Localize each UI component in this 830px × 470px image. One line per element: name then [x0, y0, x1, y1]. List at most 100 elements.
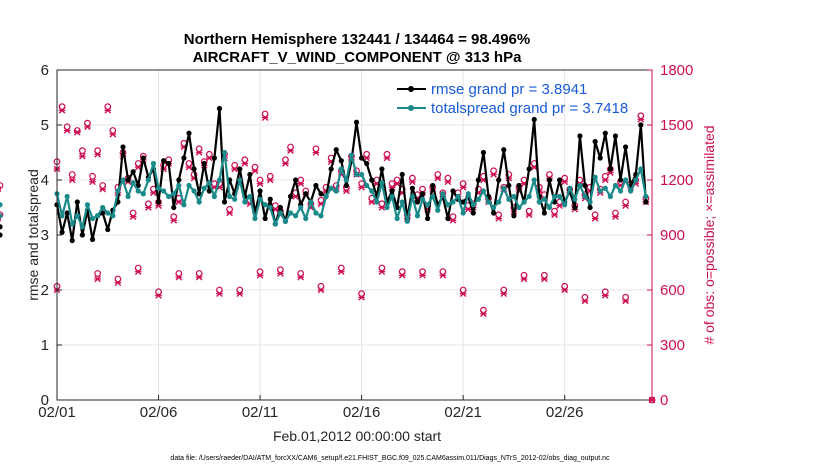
legend-rmse-marker	[408, 86, 414, 92]
x-tick-label: 02/06	[140, 404, 178, 421]
obs-assimilated-marker	[591, 215, 599, 222]
rmse-point	[293, 177, 299, 183]
totalspread-point	[145, 177, 151, 183]
obs-assimilated-marker	[150, 189, 157, 197]
totalspread-point	[526, 193, 532, 200]
rmse-point	[59, 229, 65, 235]
totalspread-point	[643, 193, 649, 200]
totalspread-point	[557, 193, 563, 200]
rmse-point	[211, 155, 217, 161]
legend-spread-marker	[408, 105, 414, 111]
obs-assimilated-marker	[195, 149, 203, 156]
rmse-point	[546, 177, 553, 183]
totalspread-point	[541, 196, 547, 202]
rmse-point	[313, 182, 319, 189]
totalspread-point	[633, 177, 639, 183]
y-axis-right-label: # of obs: o=possible; ×=assimilated	[701, 125, 717, 344]
totalspread-point	[435, 207, 441, 213]
obs-assimilated-marker	[444, 178, 452, 186]
rmse-point	[79, 232, 85, 238]
totalspread-point	[277, 210, 283, 216]
obs-assimilated-marker	[134, 268, 142, 275]
totalspread-point	[287, 210, 294, 216]
obs-assimilated-marker	[358, 184, 365, 191]
rmse-point	[328, 166, 334, 172]
obs-possible-marker	[89, 172, 96, 180]
totalspread-point	[506, 196, 512, 202]
obs-assimilated-marker	[520, 275, 528, 283]
rmse-point	[617, 177, 624, 183]
x-axis-label: Feb.01,2012 00:00:00 start	[273, 428, 441, 444]
obs-assimilated-marker	[63, 127, 71, 134]
totalspread-point	[562, 202, 568, 208]
rmse-point	[216, 105, 223, 112]
rmse-point	[541, 210, 547, 216]
obs-assimilated-marker	[206, 154, 213, 162]
rmse-point	[191, 166, 197, 172]
obs-assimilated-marker	[68, 176, 76, 184]
totalspread-point	[480, 188, 487, 194]
obs-assimilated-marker	[383, 154, 391, 162]
chart-subtitle: AIRCRAFT_V_WIND_COMPONENT @ 313 hPa	[193, 49, 523, 66]
totalspread-point	[353, 171, 360, 178]
totalspread-point	[166, 193, 172, 200]
totalspread-point	[612, 182, 619, 189]
rmse-point	[166, 160, 172, 167]
totalspread-point	[120, 177, 126, 183]
rmse-point	[105, 226, 111, 233]
rmse-point	[582, 182, 588, 189]
rmse-point	[161, 158, 167, 164]
rmse-point	[171, 204, 177, 211]
obs-assimilated-marker	[297, 273, 304, 281]
totalspread-point	[491, 204, 497, 211]
obs-assimilated-marker	[58, 107, 66, 114]
y-tick-label: 2	[41, 282, 49, 299]
totalspread-point	[592, 174, 598, 180]
obs-assimilated-marker	[287, 147, 294, 154]
obs-assimilated-marker	[525, 211, 533, 219]
obs-assimilated-marker	[312, 149, 320, 156]
obs-assimilated-marker	[292, 193, 299, 200]
obs-assimilated-marker	[459, 184, 467, 191]
totalspread-point	[450, 199, 456, 205]
obs-assimilated-marker	[241, 160, 249, 167]
legend-spread-label: totalspread grand pr = 3.7418	[431, 100, 628, 117]
totalspread-point	[59, 213, 65, 219]
obs-assimilated-marker	[343, 187, 350, 195]
rmse-point	[430, 182, 436, 189]
totalspread-point	[186, 182, 192, 189]
totalspread-point	[0, 213, 3, 219]
obs-assimilated-marker	[89, 178, 96, 186]
rmse-point	[531, 116, 537, 123]
obs-possible-marker	[68, 171, 76, 178]
totalspread-point	[587, 199, 593, 205]
rmse-point	[602, 130, 608, 136]
obs-assimilated-marker	[368, 198, 376, 206]
obs-assimilated-marker	[175, 198, 183, 206]
totalspread-point	[404, 218, 410, 224]
rmse-point	[450, 188, 456, 194]
obs-possible-marker	[94, 270, 102, 277]
totalspread-point	[262, 202, 268, 208]
obs-assimilated-marker	[261, 114, 269, 121]
x-axis: 02/01 02/06 02/11 02/16 02/21 02/26	[38, 395, 583, 421]
rmse-point	[643, 199, 649, 205]
rmse-point	[130, 169, 136, 175]
rmse-point	[399, 171, 405, 178]
obs-assimilated-marker	[155, 292, 162, 299]
rmse-point	[516, 182, 522, 189]
y-right-tick-label: 300	[660, 337, 685, 354]
totalspread-point	[419, 196, 426, 202]
rmse-point	[186, 130, 192, 136]
totalspread-point	[216, 177, 223, 183]
rmse-point	[597, 155, 603, 161]
obs-assimilated-marker	[94, 275, 101, 283]
totalspread-point	[628, 188, 634, 194]
totalspread-point	[135, 188, 141, 194]
y-tick-label: 0	[41, 392, 49, 409]
rmse-point	[69, 237, 75, 244]
totalspread-point	[582, 193, 588, 200]
totalspread-point	[64, 193, 70, 200]
totalspread-point	[308, 199, 314, 205]
